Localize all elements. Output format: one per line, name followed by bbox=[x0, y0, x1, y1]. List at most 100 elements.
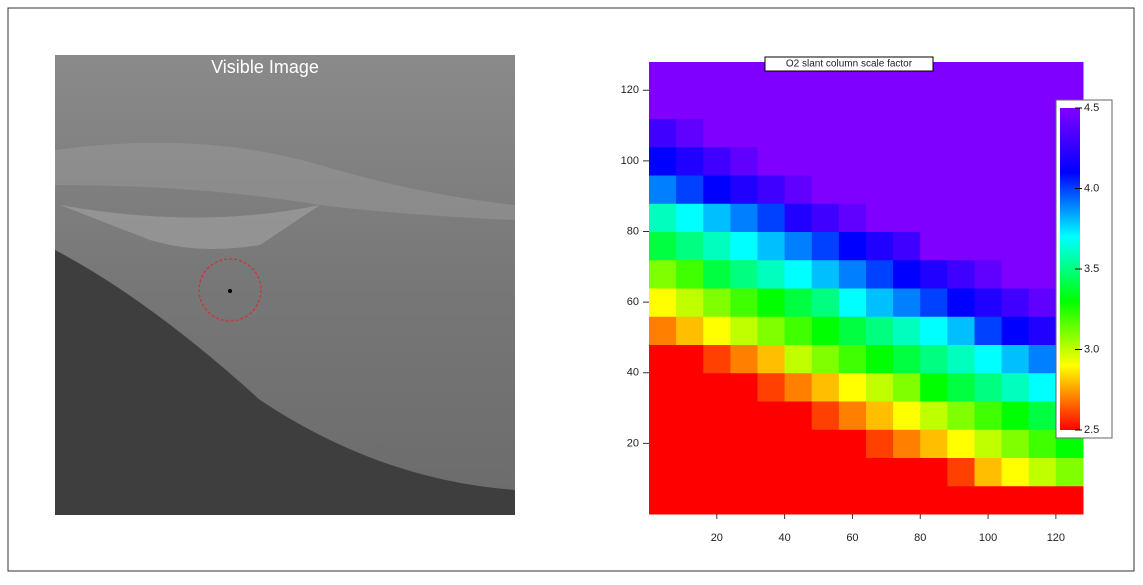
heatmap-cell bbox=[947, 62, 975, 91]
heatmap-cell bbox=[649, 485, 677, 515]
heatmap-cell bbox=[893, 401, 921, 430]
heatmap-cell bbox=[1028, 372, 1057, 402]
heatmap-cell bbox=[730, 118, 758, 148]
heatmap-cell bbox=[1055, 485, 1084, 515]
heatmap-cell bbox=[838, 485, 867, 515]
y-tick-label: 60 bbox=[627, 296, 639, 308]
heatmap-cell bbox=[838, 118, 867, 148]
heatmap-cell bbox=[784, 457, 813, 487]
heatmap-cell bbox=[676, 344, 704, 374]
heatmap-cell bbox=[838, 288, 867, 317]
heatmap-cell bbox=[757, 203, 786, 232]
heatmap-cell bbox=[974, 62, 1003, 91]
heatmap-cell bbox=[757, 90, 786, 119]
heatmap-cell bbox=[784, 485, 813, 515]
heatmap-cell bbox=[838, 401, 867, 430]
x-tick-label: 100 bbox=[979, 532, 997, 544]
heatmap-cell bbox=[947, 316, 975, 345]
y-tick-label: 40 bbox=[627, 367, 639, 379]
heatmap-cell bbox=[784, 372, 813, 402]
heatmap-cell bbox=[649, 231, 677, 261]
heatmap-cell bbox=[974, 231, 1003, 261]
heatmap-cell bbox=[893, 203, 921, 232]
heatmap-cell bbox=[974, 485, 1003, 515]
heatmap-cell bbox=[784, 118, 813, 148]
heatmap-cell bbox=[676, 62, 704, 91]
heatmap-cell bbox=[920, 288, 948, 317]
heatmap-cell bbox=[676, 485, 704, 515]
heatmap-cell bbox=[1001, 231, 1030, 261]
heatmap-cell bbox=[703, 62, 731, 91]
heatmap-cell bbox=[757, 401, 786, 430]
heatmap-cell bbox=[811, 231, 840, 261]
heatmap-cell bbox=[703, 90, 731, 119]
heatmap-cell bbox=[866, 118, 894, 148]
heatmap-cell bbox=[811, 457, 840, 487]
heatmap-cell bbox=[1028, 90, 1057, 119]
heatmap-cell bbox=[730, 90, 758, 119]
heatmap-cell bbox=[947, 259, 975, 289]
heatmap-cell bbox=[730, 372, 758, 402]
heatmap-cell bbox=[676, 203, 704, 232]
heatmap-cell bbox=[920, 316, 948, 345]
heatmap-cell bbox=[947, 203, 975, 232]
heatmap-cell bbox=[1055, 62, 1084, 91]
heatmap-cell bbox=[649, 372, 677, 402]
heatmap-cell bbox=[947, 401, 975, 430]
heatmap-cell bbox=[1028, 203, 1057, 232]
heatmap-cell bbox=[920, 344, 948, 374]
y-tick-label: 80 bbox=[627, 225, 639, 237]
heatmap-cell bbox=[703, 429, 731, 458]
heatmap-cell bbox=[757, 259, 786, 289]
heatmap-cell bbox=[757, 344, 786, 374]
heatmap-cell bbox=[703, 288, 731, 317]
heatmap-cell bbox=[974, 372, 1003, 402]
heatmap-cell bbox=[730, 401, 758, 430]
heatmap-cell bbox=[893, 344, 921, 374]
heatmap-cell bbox=[730, 175, 758, 204]
heatmap-cell bbox=[757, 429, 786, 458]
heatmap-cell bbox=[838, 429, 867, 458]
heatmap-cell bbox=[1001, 485, 1030, 515]
heatmap-cell bbox=[784, 90, 813, 119]
heatmap-cell bbox=[974, 118, 1003, 148]
heatmap-cell bbox=[947, 231, 975, 261]
heatmap-cell bbox=[866, 288, 894, 317]
heatmap-cell bbox=[784, 288, 813, 317]
heatmap-cell bbox=[920, 118, 948, 148]
heatmap-cell bbox=[1001, 118, 1030, 148]
heatmap-cell bbox=[866, 344, 894, 374]
y-tick-label: 120 bbox=[621, 84, 639, 96]
heatmap-cell bbox=[811, 485, 840, 515]
heatmap-cell bbox=[703, 118, 731, 148]
heatmap-cell bbox=[893, 118, 921, 148]
heatmap-cell bbox=[838, 146, 867, 176]
heatmap-cell bbox=[920, 146, 948, 176]
heatmap-cell bbox=[676, 372, 704, 402]
heatmap-cell bbox=[730, 316, 758, 345]
heatmap-cell bbox=[1001, 62, 1030, 91]
heatmap-cell bbox=[1001, 457, 1030, 487]
heatmap-cell bbox=[893, 316, 921, 345]
heatmap-cell bbox=[866, 259, 894, 289]
heatmap-cell bbox=[866, 372, 894, 402]
heatmap-cell bbox=[730, 485, 758, 515]
heatmap-cell bbox=[974, 288, 1003, 317]
heatmap-cell bbox=[1001, 90, 1030, 119]
heatmap-cell bbox=[947, 457, 975, 487]
heatmap-cell bbox=[703, 231, 731, 261]
heatmap-cell bbox=[649, 146, 677, 176]
heatmap-cell bbox=[866, 203, 894, 232]
heatmap-cell bbox=[649, 203, 677, 232]
heatmap-cell bbox=[1028, 429, 1057, 458]
heatmap-cell bbox=[947, 118, 975, 148]
heatmap-cell bbox=[676, 231, 704, 261]
heatmap-cell bbox=[757, 231, 786, 261]
heatmap-cell bbox=[703, 344, 731, 374]
colorbar-tick-label: 4.0 bbox=[1084, 182, 1099, 194]
heatmap-cell bbox=[974, 203, 1003, 232]
heatmap-cell bbox=[649, 175, 677, 204]
heatmap-cell bbox=[676, 118, 704, 148]
heatmap-cell bbox=[649, 457, 677, 487]
